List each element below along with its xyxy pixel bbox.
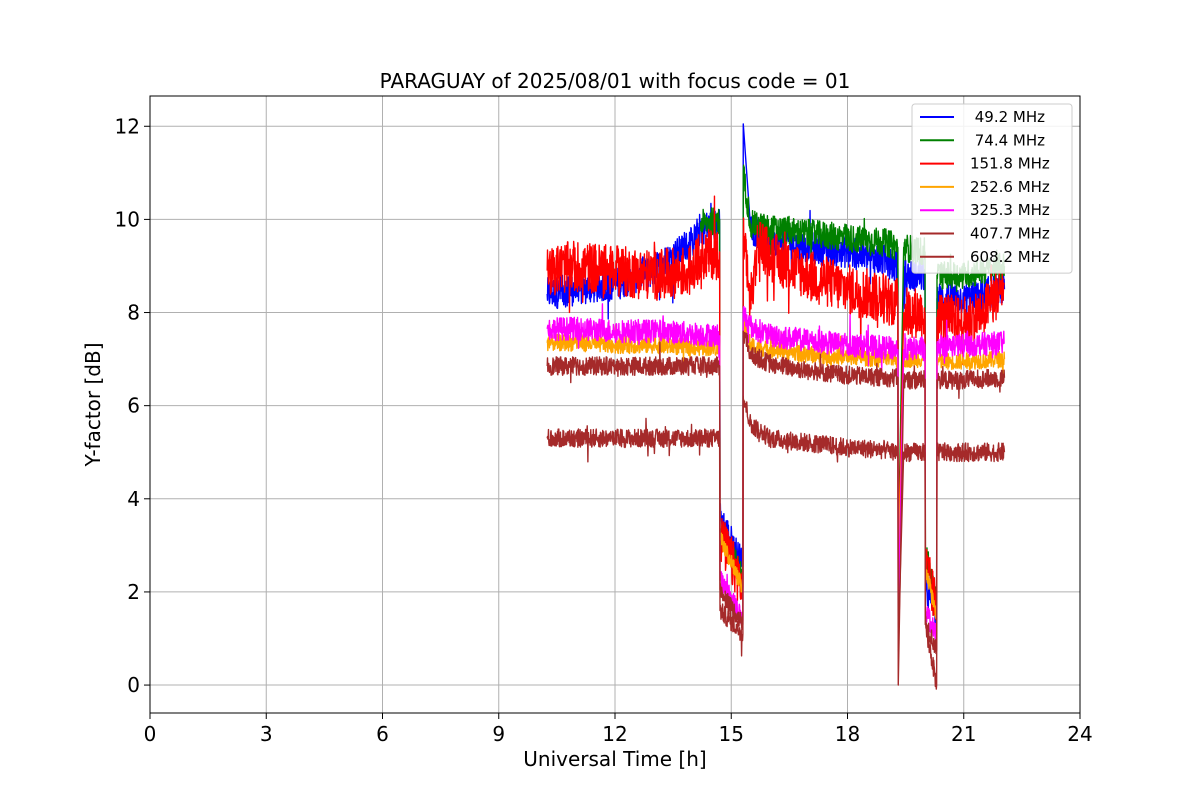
series-lines <box>546 123 1006 690</box>
x-tick-label: 0 <box>144 722 157 746</box>
x-tick-label: 15 <box>719 722 744 746</box>
x-tick-label: 12 <box>602 722 627 746</box>
series-line-2 <box>546 195 1006 621</box>
legend-label: 151.8 MHz <box>970 155 1050 173</box>
legend-label: 407.7 MHz <box>970 225 1050 243</box>
y-tick-label: 10 <box>115 207 140 231</box>
series-line-4 <box>546 303 1005 648</box>
legend-label: 74.4 MHz <box>970 131 1045 149</box>
legend-box <box>911 103 1073 274</box>
x-tick-label: 6 <box>376 722 389 746</box>
y-axis-label: Y-factor [dB] <box>81 342 105 467</box>
y-tick-label: 6 <box>127 394 140 418</box>
x-axis-ticks: 0 3 6 9 12 15 18 21 24 <box>144 713 1093 746</box>
series-line-6 <box>546 395 1006 690</box>
y-tick-label: 0 <box>127 673 140 697</box>
chart-title: PARAGUAY of 2025/08/01 with focus code =… <box>380 69 851 93</box>
x-tick-label: 9 <box>492 722 505 746</box>
y-tick-label: 8 <box>127 301 140 325</box>
y-axis-ticks: 0 2 4 6 8 10 12 <box>115 114 150 697</box>
x-tick-label: 18 <box>835 722 860 746</box>
y-tick-label: 12 <box>115 114 140 138</box>
y-tick-label: 4 <box>127 487 140 511</box>
legend-label: 608.2 MHz <box>970 248 1050 266</box>
x-tick-label: 24 <box>1067 722 1092 746</box>
legend-label: 252.6 MHz <box>970 178 1050 196</box>
legend-label: 325.3 MHz <box>970 201 1050 219</box>
legend-label: 49.2 MHz <box>970 108 1045 126</box>
x-tick-label: 3 <box>260 722 273 746</box>
x-tick-label: 21 <box>951 722 976 746</box>
series-line-3 <box>546 317 1006 620</box>
y-tick-label: 2 <box>127 580 140 604</box>
legend: 49.2 MHz 74.4 MHz 151.8 MHz 252.6 MHz 325.3… <box>911 103 1073 274</box>
x-axis-label: Universal Time [h] <box>523 747 706 771</box>
